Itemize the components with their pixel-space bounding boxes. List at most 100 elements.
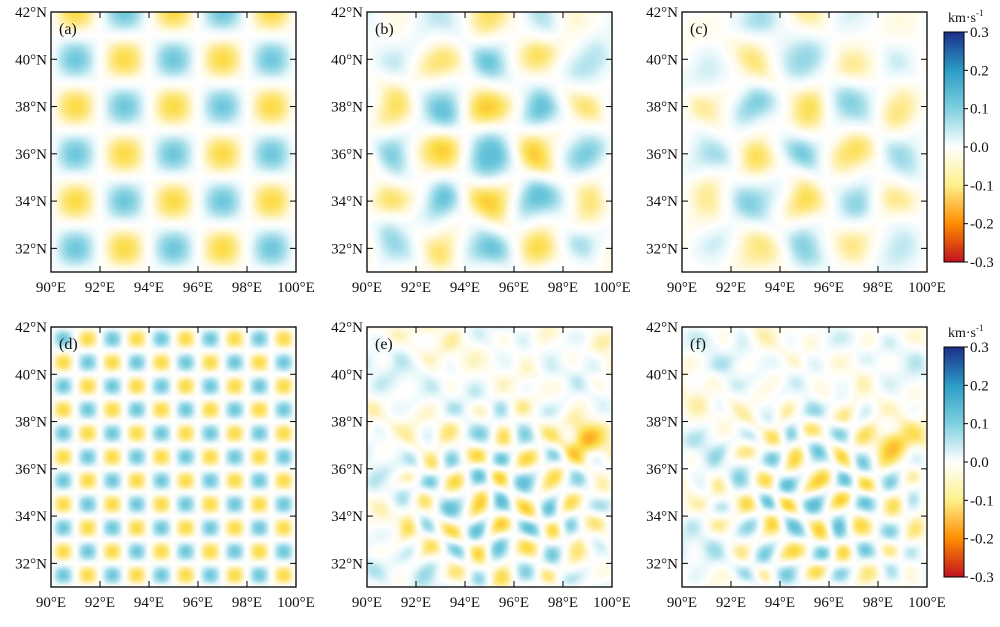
- map-panel-b: 90°E 92°E 94°E 96°E 98°E 100°E 32°N 34°N 36°N 38°…: [331, 5, 631, 296]
- y-tick-label: 36°N: [646, 147, 678, 163]
- x-tick-label: 98°E: [232, 595, 262, 611]
- panel-label: (d): [59, 336, 78, 353]
- panel-label: (c): [690, 21, 708, 38]
- x-tick-label: 98°E: [863, 595, 893, 611]
- map-panel-a: 90°E 92°E 94°E 96°E 98°E 100°E 32°N 34°N 36°N 38°…: [15, 5, 315, 296]
- colorbar-ramp: [943, 346, 965, 578]
- heatmap-image: [51, 327, 296, 587]
- x-tick-label: 92°E: [401, 595, 431, 611]
- y-tick-label: 38°N: [331, 100, 363, 116]
- y-tick-label: 38°N: [15, 415, 47, 431]
- y-tick-label: 34°N: [15, 509, 47, 525]
- colorbar-tick-label: 0.1: [970, 417, 989, 433]
- colorbar: 0.3 0.2 0.1 0.0 -0.1 -0.2 -0.3 km·s-1: [943, 8, 994, 271]
- x-tick-label: 96°E: [499, 280, 529, 296]
- x-tick-label: 100°E: [908, 280, 946, 296]
- x-tick-label: 90°E: [667, 280, 697, 296]
- colorbar: 0.3 0.2 0.1 0.0 -0.1 -0.2 -0.3 km·s-1: [943, 323, 994, 586]
- heatmap-image: [367, 12, 612, 272]
- x-tick-label: 92°E: [401, 280, 431, 296]
- y-tick-label: 34°N: [331, 194, 363, 210]
- y-tick-label: 38°N: [646, 100, 678, 116]
- y-tick-label: 36°N: [15, 462, 47, 478]
- y-tick-label: 40°N: [646, 52, 678, 68]
- y-tick-label: 42°N: [15, 5, 47, 21]
- map-panel-e: 90°E 92°E 94°E 96°E 98°E 100°E 32°N 34°N 36°N 38°…: [331, 320, 631, 611]
- y-tick-label: 40°N: [15, 367, 47, 383]
- x-tick-label: 98°E: [232, 280, 262, 296]
- colorbar-tick-label: -0.1: [970, 493, 994, 509]
- y-tick-label: 34°N: [331, 509, 363, 525]
- x-tick-label: 94°E: [765, 280, 795, 296]
- colorbar-tick-label: 0.1: [970, 102, 989, 118]
- heatmap-image: [682, 327, 927, 587]
- y-tick-label: 40°N: [15, 52, 47, 68]
- panel-frame: [50, 326, 297, 588]
- y-tick-label: 32°N: [646, 556, 678, 572]
- panel-label: (a): [59, 21, 77, 38]
- x-tick-label: 92°E: [716, 280, 746, 296]
- y-tick-label: 42°N: [331, 320, 363, 336]
- y-tick-label: 40°N: [646, 367, 678, 383]
- x-tick-label: 92°E: [85, 280, 115, 296]
- x-tick-label: 100°E: [277, 595, 315, 611]
- y-tick-label: 34°N: [15, 194, 47, 210]
- y-tick-label: 32°N: [15, 556, 47, 572]
- y-tick-label: 38°N: [646, 415, 678, 431]
- y-tick-label: 32°N: [331, 556, 363, 572]
- map-panel-d: 90°E 92°E 94°E 96°E 98°E 100°E 32°N 34°N 36°N 38°…: [15, 320, 315, 611]
- panel-label: (b): [375, 21, 394, 38]
- y-tick-label: 34°N: [646, 194, 678, 210]
- x-tick-label: 94°E: [450, 280, 480, 296]
- x-tick-label: 96°E: [183, 280, 213, 296]
- x-tick-label: 94°E: [134, 280, 164, 296]
- y-tick-label: 42°N: [15, 320, 47, 336]
- y-tick-label: 36°N: [646, 462, 678, 478]
- colorbar-tick-label: 0.3: [970, 25, 989, 41]
- y-tick-label: 40°N: [331, 52, 363, 68]
- x-tick-label: 90°E: [352, 280, 382, 296]
- colorbar-tick-label: -0.3: [970, 570, 994, 586]
- x-tick-label: 96°E: [499, 595, 529, 611]
- y-tick-label: 34°N: [646, 509, 678, 525]
- panel-frame: [366, 326, 613, 588]
- x-tick-label: 90°E: [36, 595, 66, 611]
- x-tick-label: 90°E: [36, 280, 66, 296]
- colorbar-tick-label: -0.2: [970, 217, 994, 233]
- x-tick-label: 96°E: [183, 595, 213, 611]
- x-tick-label: 100°E: [277, 280, 315, 296]
- x-tick-label: 94°E: [134, 595, 164, 611]
- y-tick-label: 36°N: [331, 147, 363, 163]
- x-tick-label: 100°E: [908, 595, 946, 611]
- x-tick-label: 98°E: [863, 280, 893, 296]
- colorbar-tick-label: 0.0: [970, 140, 989, 156]
- colorbar-tick-label: 0.3: [970, 340, 989, 356]
- colorbar-tick-label: -0.1: [970, 178, 994, 194]
- y-tick-label: 36°N: [331, 462, 363, 478]
- y-tick-label: 42°N: [646, 320, 678, 336]
- x-tick-label: 92°E: [85, 595, 115, 611]
- colorbar-ramp: [943, 31, 965, 263]
- map-panel-c: 90°E 92°E 94°E 96°E 98°E 100°E 32°N 34°N 36°N 38°…: [646, 5, 946, 296]
- x-tick-label: 98°E: [548, 595, 578, 611]
- heatmap-image: [51, 12, 296, 272]
- y-tick-label: 36°N: [15, 147, 47, 163]
- x-tick-label: 98°E: [548, 280, 578, 296]
- heatmap-image: [682, 12, 927, 272]
- y-tick-label: 32°N: [646, 241, 678, 257]
- colorbar-tick-label: -0.2: [970, 532, 994, 548]
- y-tick-label: 40°N: [331, 367, 363, 383]
- x-tick-label: 100°E: [593, 280, 631, 296]
- heatmap-image: [367, 327, 612, 587]
- colorbar-tick-label: 0.0: [970, 455, 989, 471]
- x-tick-label: 100°E: [593, 595, 631, 611]
- y-tick-label: 38°N: [331, 415, 363, 431]
- map-panel-f: 90°E 92°E 94°E 96°E 98°E 100°E 32°N 34°N 36°N 38°…: [646, 320, 946, 611]
- x-tick-label: 90°E: [352, 595, 382, 611]
- x-tick-label: 94°E: [765, 595, 795, 611]
- colorbar-tick-label: 0.2: [970, 63, 989, 79]
- y-tick-label: 32°N: [331, 241, 363, 257]
- y-tick-label: 42°N: [331, 5, 363, 21]
- panel-label: (e): [375, 336, 393, 353]
